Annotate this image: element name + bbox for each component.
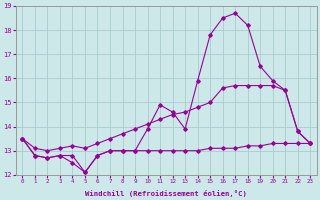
- X-axis label: Windchill (Refroidissement éolien,°C): Windchill (Refroidissement éolien,°C): [85, 190, 247, 197]
